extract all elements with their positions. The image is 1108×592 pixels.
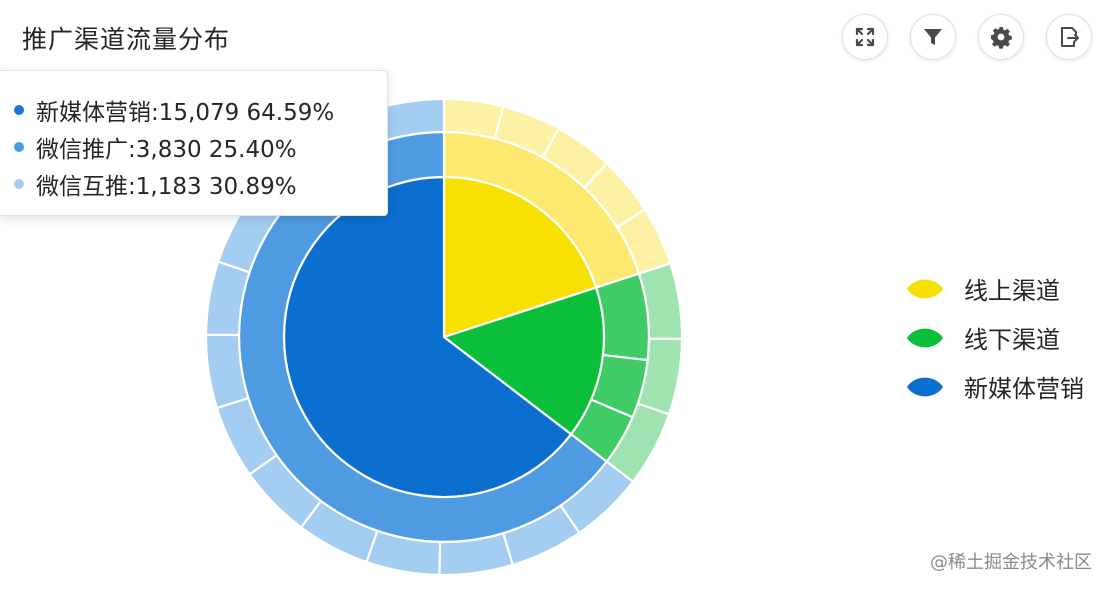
chart-toolbar <box>842 14 1092 60</box>
tooltip-row-label: 微信推广:3,830 25.40% <box>36 136 297 163</box>
fullscreen-icon <box>855 27 875 47</box>
settings-button[interactable] <box>978 14 1024 60</box>
sunburst-outer-slice[interactable] <box>442 97 505 140</box>
legend-item-new-media[interactable]: 新媒体营销 <box>906 362 1084 411</box>
legend-label: 线上渠道 <box>964 277 1060 305</box>
sunburst-outer-slice[interactable] <box>369 97 446 144</box>
tooltip: 新媒体营销:15,079 64.59% 微信推广:3,830 25.40% 微信… <box>0 70 388 216</box>
tooltip-row: 微信互推:1,183 30.89% <box>0 165 387 202</box>
legend-item-offline[interactable]: 线下渠道 <box>906 313 1084 362</box>
filter-icon <box>924 29 942 45</box>
tooltip-row: 微信推广:3,830 25.40% <box>0 128 387 165</box>
tooltip-row: 新媒体营销:15,079 64.59% <box>0 91 387 128</box>
fullscreen-button[interactable] <box>842 14 888 60</box>
filter-button[interactable] <box>910 14 956 60</box>
watermark: @稀土掘金技术社区 <box>930 552 1092 573</box>
legend: 线上渠道 线下渠道 新媒体营销 <box>906 264 1084 411</box>
tooltip-row-label: 微信互推:1,183 30.89% <box>36 173 297 200</box>
export-icon <box>1061 27 1079 47</box>
legend-marker <box>907 279 943 298</box>
legend-item-online[interactable]: 线上渠道 <box>906 264 1084 313</box>
tooltip-dot <box>14 141 24 152</box>
legend-marker <box>907 328 943 347</box>
tooltip-dot <box>14 104 24 115</box>
tooltip-row-label: 新媒体营销:15,079 64.59% <box>36 99 335 126</box>
legend-marker <box>907 377 943 396</box>
sunburst-middle-slice[interactable] <box>595 272 651 362</box>
gear-icon <box>991 27 1012 49</box>
tooltip-dot <box>14 178 24 189</box>
legend-label: 新媒体营销 <box>964 375 1084 403</box>
chart-title: 推广渠道流量分布 <box>22 25 231 54</box>
export-button[interactable] <box>1046 14 1092 60</box>
legend-label: 线下渠道 <box>964 326 1060 354</box>
